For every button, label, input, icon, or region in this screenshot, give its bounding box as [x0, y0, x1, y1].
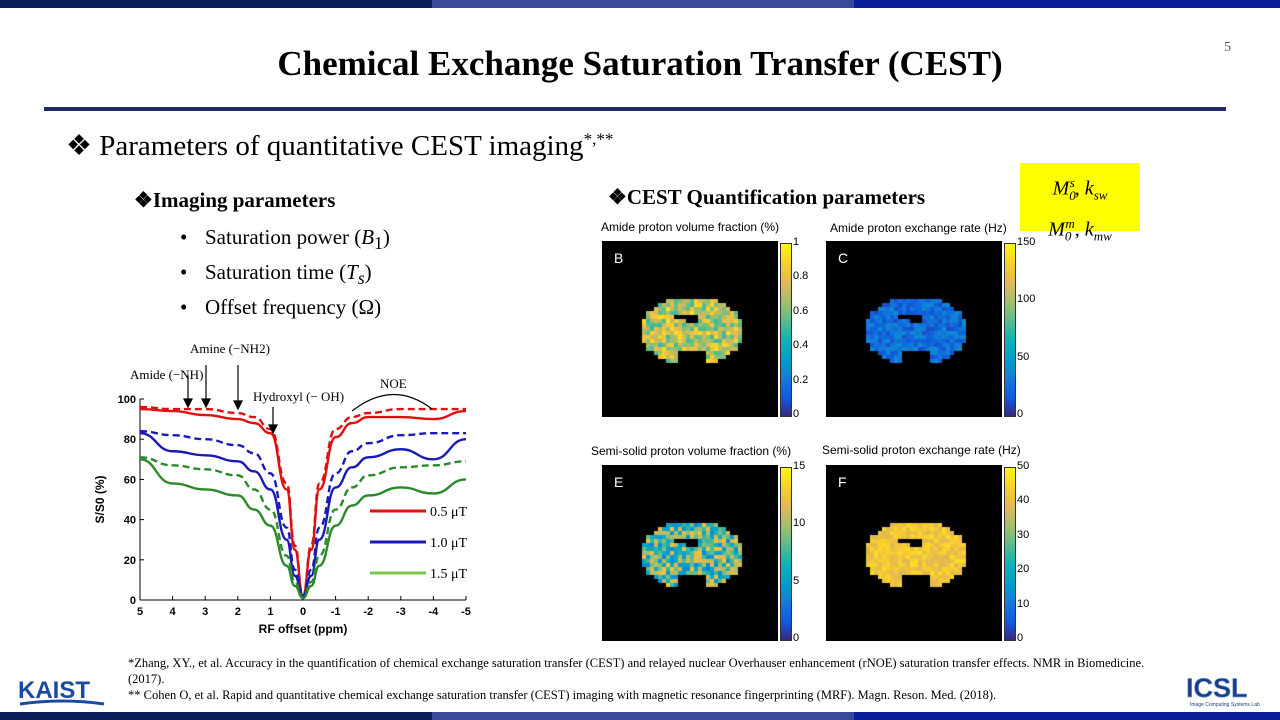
x-tick-label: -4: [429, 606, 440, 618]
imaging-item: • Saturation time (Ts): [180, 260, 372, 289]
svg-text:KAIST: KAIST: [18, 677, 90, 704]
colorbar: [1004, 243, 1016, 417]
slide-title: Chemical Exchange Saturation Transfer (C…: [277, 44, 1003, 83]
colorbar-tick-label: 0.4: [793, 339, 809, 352]
y-axis-label: S/S0 (%): [93, 475, 107, 523]
colorbar-tick-label: 1: [793, 236, 800, 248]
x-tick-label: 4: [170, 606, 177, 618]
colorbar-tick-label: 150: [1017, 236, 1036, 248]
x-tick-label: 5: [137, 606, 143, 618]
title-underline: [44, 107, 1226, 111]
colorbar-tick-label: 0: [793, 408, 800, 420]
colorbar-tick-label: 10: [1017, 597, 1030, 610]
colorbar-tick-label: 0: [1017, 408, 1024, 420]
parameter-map-image: F: [826, 465, 1002, 641]
main-bullet-text: Parameters of quantitative CEST imaging: [99, 130, 584, 162]
x-axis-label: RF offset (ppm): [259, 622, 348, 636]
colorbar-tick-label: 50: [1017, 460, 1030, 472]
colorbar: [780, 243, 792, 417]
imaging-item: • Offset frequency (Ω): [180, 295, 382, 319]
colorbar-tick-label: 30: [1017, 528, 1030, 541]
colorbar: [1004, 467, 1016, 641]
diamond-bullet-icon: ❖: [134, 188, 153, 212]
imaging-item: • Saturation power (B1): [180, 225, 390, 254]
colorbar-tick-label: 40: [1017, 494, 1030, 507]
chart-legend: 0.5 μT 1.0 μT 1.5 μT: [370, 505, 468, 582]
x-tick-label: 1: [267, 606, 273, 618]
x-tick-label: 2: [235, 606, 241, 618]
brain-slice-image: [602, 241, 778, 417]
parameter-map-image: B: [602, 241, 778, 417]
series-line-dashed: [139, 456, 467, 600]
legend-label: 1.0 μT: [430, 536, 468, 551]
y-tick-label: 0: [130, 595, 136, 607]
icsl-logo: ICSL Image Computing Systems Lab: [1186, 675, 1260, 708]
brain-slice-image: [826, 465, 1002, 641]
z-spectrum-chart: 5 4 3 2 1 0 -1 -2 -3 -4 -5 0 20 40 60 80 100 RF offset (p…: [93, 341, 471, 636]
colorbar-tick-label: 0.2: [793, 373, 809, 386]
footnote-2: ** Cohen O, et al. Rapid and quantitativ…: [128, 688, 997, 702]
main-bullet-sup: *,**: [583, 129, 614, 149]
imaging-heading: ❖Imaging parameters: [134, 188, 336, 212]
y-tick-label: 60: [124, 474, 136, 486]
colorbar-tick-label: 0.6: [793, 304, 809, 317]
diamond-bullet-icon: ❖: [66, 130, 92, 162]
colorbar-tick-label: 10: [793, 517, 806, 530]
quant-heading: ❖CEST Quantification parameters: [608, 185, 926, 209]
series-line-dashed: [139, 429, 466, 598]
footnotes: *Zhang, XY., et al. Accuracy in the quan…: [128, 655, 1168, 703]
quant-param-box: M0s, ksw M0m, kmw: [1020, 163, 1140, 243]
map-title: Semi-solid proton volume fraction (%): [591, 444, 792, 458]
annotation-amide: Amide (−NH): [130, 367, 203, 382]
colorbar-tick-label: 100: [1017, 293, 1036, 306]
annotation-noe: NOE: [380, 376, 407, 391]
parameter-map-image: E: [602, 465, 778, 641]
legend-label: 1.5 μT: [430, 567, 468, 582]
legend-label: 0.5 μT: [430, 505, 468, 520]
map-title: Amide proton exchange rate (Hz): [830, 221, 1007, 235]
brain-slice-image: [602, 465, 778, 641]
x-tick-label: 3: [202, 606, 208, 618]
top-accent-bar: [0, 0, 1280, 8]
colorbar-tick-label: 0.8: [793, 270, 809, 283]
x-tick-label: -2: [363, 606, 373, 618]
brain-slice-image: [826, 241, 1002, 417]
bottom-accent-bar: [0, 712, 1280, 720]
quant-param-line1: M0s, ksw: [1052, 175, 1108, 203]
svg-text:ICSL: ICSL: [1186, 675, 1248, 703]
series-line-dashed: [139, 405, 467, 598]
y-tick-label: 40: [124, 515, 136, 527]
colorbar-tick-label: 0: [1017, 632, 1024, 644]
footnote-1: *Zhang, XY., et al. Accuracy in the quan…: [128, 656, 1145, 686]
x-tick-label: -5: [461, 606, 471, 618]
x-tick-label: -1: [331, 606, 341, 618]
colorbar-tick-label: 15: [793, 460, 806, 472]
colorbar-tick-label: 5: [793, 574, 800, 587]
main-bullet: ❖ Parameters of quantitative CEST imagin…: [66, 128, 613, 163]
series-line-solid: [139, 458, 467, 600]
y-tick-label: 20: [124, 555, 136, 567]
colorbar-tick-label: 0: [793, 632, 800, 644]
y-tick-label: 100: [118, 394, 136, 406]
svg-text:Image Computing Systems Lab: Image Computing Systems Lab: [1190, 702, 1260, 708]
parameter-map-image: C: [826, 241, 1002, 417]
map-title: Amide proton volume fraction (%): [601, 220, 780, 234]
quant-param-line2: M0m, kmw: [1048, 215, 1112, 244]
colorbar: [780, 467, 792, 641]
x-tick-label: -3: [396, 606, 406, 618]
y-tick-label: 80: [124, 434, 136, 446]
x-tick-label: 0: [300, 606, 306, 618]
colorbar-tick-label: 20: [1017, 563, 1030, 576]
diamond-bullet-icon: ❖: [608, 185, 627, 209]
map-title: Semi-solid proton exchange rate (Hz): [822, 443, 1021, 457]
noe-bracket: [351, 393, 433, 412]
annotation-amine: Amine (−NH2): [190, 341, 270, 356]
colorbar-tick-label: 50: [1017, 350, 1030, 363]
kaist-logo: KAIST: [18, 677, 105, 706]
page-number: 5: [1224, 40, 1231, 55]
annotation-hydroxyl: Hydroxyl (− OH): [253, 389, 344, 404]
